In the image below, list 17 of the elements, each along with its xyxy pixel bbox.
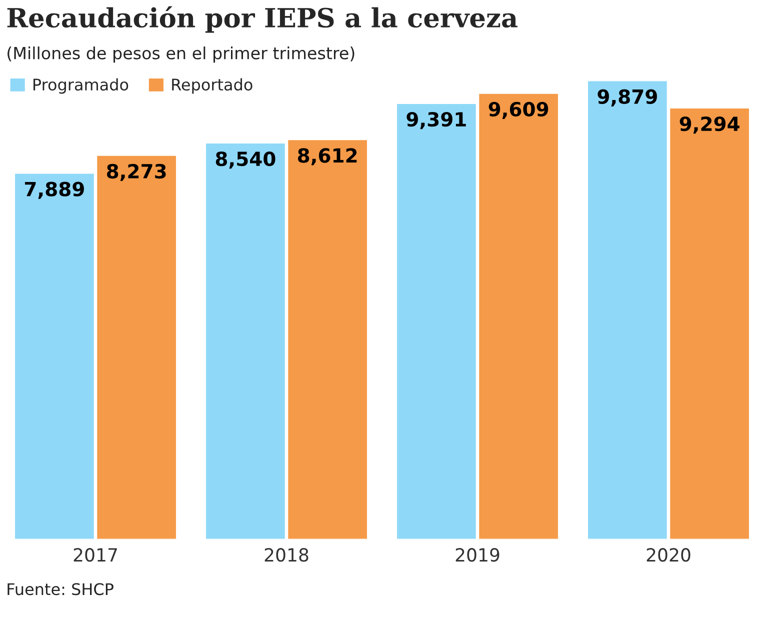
x-tick-label: 2020 bbox=[646, 548, 690, 562]
x-tick-label: 2017 bbox=[74, 548, 117, 562]
source-note: Fuente: SHCP bbox=[8, 583, 114, 596]
data-label: 9,879 bbox=[598, 89, 657, 106]
chart-subtitle: (Millones de pesos en el primer trimestre) bbox=[8, 46, 354, 63]
x-tick-label: 2019 bbox=[456, 548, 500, 562]
data-label: 8,540 bbox=[216, 151, 276, 169]
data-label: 8,612 bbox=[298, 148, 357, 166]
data-label: 9,609 bbox=[488, 102, 548, 120]
legend-label: Reportado bbox=[172, 78, 252, 94]
data-label: 8,273 bbox=[107, 164, 166, 182]
data-label: 9,294 bbox=[680, 116, 740, 134]
chart-title: Recaudación por IEPS a la cerveza bbox=[7, 6, 518, 33]
x-tick-label: 2018 bbox=[264, 548, 308, 562]
data-label: 9,391 bbox=[406, 112, 466, 130]
data-label: 7,889 bbox=[24, 182, 84, 199]
legend-label: Programado bbox=[34, 78, 128, 94]
